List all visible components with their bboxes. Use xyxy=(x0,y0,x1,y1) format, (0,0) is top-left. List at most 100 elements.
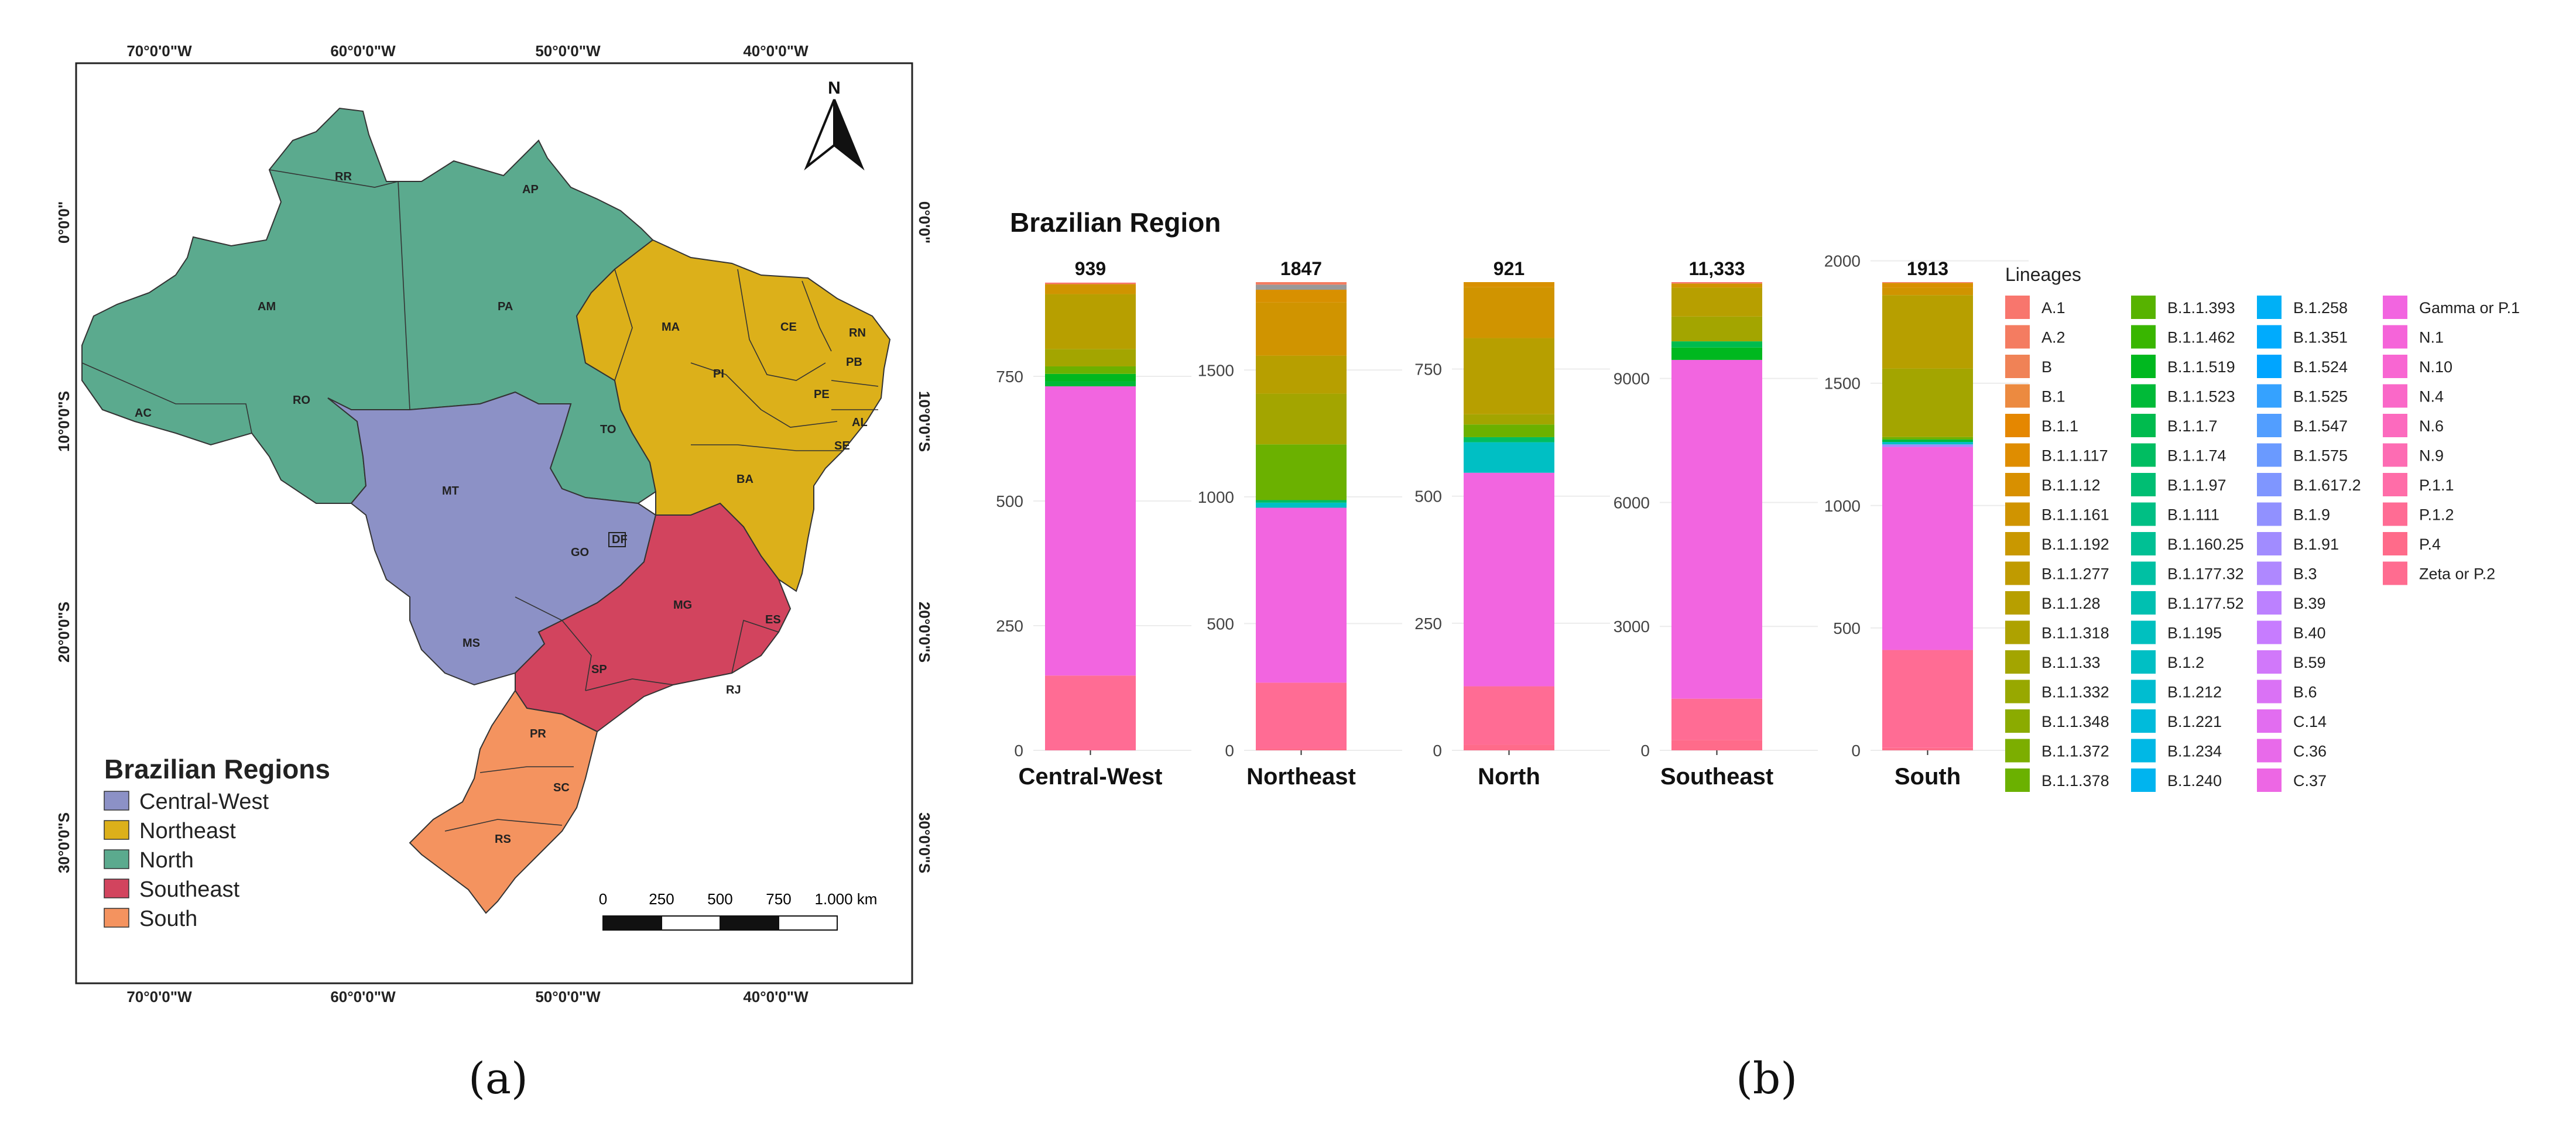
legend-label: C.36 xyxy=(2293,743,2327,760)
legend-item: N.6 xyxy=(2383,414,2444,437)
coord-labels-bottom: 70°0'0"W 60°0'0"W 50°0'0"W 40°0'0"W xyxy=(126,988,809,1006)
legend-swatch xyxy=(2257,768,2282,792)
legend-swatch xyxy=(2005,384,2030,408)
bar-segment-P.1 xyxy=(1464,472,1554,687)
bar-segment-B.1.2 xyxy=(1256,502,1347,508)
legend-label: B.1.221 xyxy=(2167,713,2222,730)
legend-label: B.1.177.52 xyxy=(2167,595,2244,612)
coord-bottom-2: 50°0'0"W xyxy=(535,988,601,1006)
bar-segment-P.4 xyxy=(1256,748,1347,750)
bar-segment-B.1.1.378 xyxy=(1464,424,1554,437)
legend-label: N.6 xyxy=(2419,417,2444,435)
legend-item: B.1.1.192 xyxy=(2005,532,2109,555)
state-label: PI xyxy=(713,368,724,380)
legend-swatch xyxy=(2131,414,2156,437)
legend-swatch xyxy=(2257,473,2282,496)
coord-top-2: 50°0'0"W xyxy=(535,42,601,60)
y-tick-label: 0 xyxy=(1851,742,1861,760)
legend-label: B.1.240 xyxy=(2167,772,2222,790)
state-label: GO xyxy=(571,546,589,559)
bar-segment-B.1.1.161 xyxy=(1882,287,1973,296)
legend-swatch xyxy=(2005,473,2030,496)
legend-swatch xyxy=(2131,739,2156,763)
legend-swatch xyxy=(2131,650,2156,674)
legend-swatch xyxy=(2257,591,2282,615)
bar-segment-P.4 xyxy=(1882,747,1973,750)
legend-label: B.1.91 xyxy=(2293,536,2339,553)
legend-item: B.1.1.33 xyxy=(2005,650,2101,674)
legend-swatch xyxy=(2383,561,2407,585)
legend-label: B.1.525 xyxy=(2293,388,2348,406)
legend-swatch xyxy=(2131,591,2156,615)
legend-label: B.1.547 xyxy=(2293,417,2348,435)
y-tick-label: 500 xyxy=(996,492,1023,510)
y-tick-label: 0 xyxy=(1433,742,1442,760)
coord-right-3: 30°0'0"S xyxy=(916,812,933,873)
legend-item: B.1.221 xyxy=(2131,709,2222,733)
legend-swatch xyxy=(2257,532,2282,555)
legend-label: B.1.1.523 xyxy=(2167,388,2235,406)
legend-label: B.1.195 xyxy=(2167,625,2222,642)
bar-total-label: 1913 xyxy=(1907,258,1948,279)
legend-item: B.1.2 xyxy=(2131,650,2204,674)
y-tick-label: 9000 xyxy=(1614,370,1650,388)
legend-item: B.1.1.523 xyxy=(2131,384,2235,408)
legend-item: B.1.91 xyxy=(2257,532,2339,555)
bar-segment-B.1.1.161 xyxy=(1464,287,1554,338)
map-legend-title: Brazilian Regions xyxy=(104,754,330,784)
state-labels: RR AP AM PA MA CE RN PB PI PE AL SE AC R… xyxy=(135,170,868,846)
brazil-map-panel: 70°0'0"W 60°0'0"W 50°0'0"W 40°0'0"W 70°0… xyxy=(0,0,960,1146)
legend-label: B.1.1.378 xyxy=(2041,772,2109,790)
legend-item: B.1.1.318 xyxy=(2005,620,2109,644)
bar-segment-P.1.2 xyxy=(1882,650,1973,748)
bar-total-label: 11,333 xyxy=(1688,258,1745,279)
legend-swatch xyxy=(2131,680,2156,704)
state-label: PR xyxy=(530,728,546,740)
y-tick-label: 250 xyxy=(1414,615,1442,633)
legend-item: B.1.1.393 xyxy=(2131,296,2235,319)
legend-swatch xyxy=(2005,325,2030,349)
state-label: PA xyxy=(498,300,513,313)
legend-swatch xyxy=(2005,414,2030,437)
bar-segment-B.1.1.161 xyxy=(1045,284,1136,294)
state-label: SC xyxy=(553,781,570,794)
legend-swatch xyxy=(2383,532,2407,555)
state-label: PE xyxy=(814,388,830,401)
legend-item: A.2 xyxy=(2005,325,2065,349)
chart-facets: 0 250 500 750 939 Central-West 0 500 1000 1500 184… xyxy=(996,252,2029,790)
legend-item: Zeta or P.2 xyxy=(2383,561,2495,585)
bar-segment-B.1.91 xyxy=(1882,444,1973,447)
chart-title: Brazilian Region xyxy=(1010,207,1221,238)
state-label: RR xyxy=(335,170,352,183)
state-label: MA xyxy=(662,321,680,334)
coord-bottom-3: 40°0'0"W xyxy=(743,988,809,1006)
facet-southeast: 0 3000 6000 9000 11,333 Southeast xyxy=(1614,258,1818,790)
legend-swatch xyxy=(2383,355,2407,378)
coord-labels-left: 0°0'0" 10°0'0"S 20°0'0"S 30°0'0"S xyxy=(55,201,73,873)
legend-label: P.1.2 xyxy=(2419,506,2454,524)
y-tick-label: 500 xyxy=(1833,619,1861,637)
legend-item-south: South xyxy=(104,907,197,931)
y-tick-label: 6000 xyxy=(1614,493,1650,512)
legend-swatch xyxy=(2005,355,2030,378)
y-tick-label: 0 xyxy=(1640,742,1650,760)
facet-north: 0 250 500 750 921 North xyxy=(1414,258,1610,790)
legend-swatch xyxy=(2257,443,2282,467)
caption-b: (b) xyxy=(1736,1054,1798,1104)
legend-item: P.1.2 xyxy=(2383,502,2454,526)
bar-segment-P.1 xyxy=(1256,507,1347,683)
legend-label: B.6 xyxy=(2293,684,2317,701)
coord-right-2: 20°0'0"S xyxy=(916,602,933,663)
legend-swatch xyxy=(2005,650,2030,674)
coord-top-3: 40°0'0"W xyxy=(743,42,809,60)
bar-segment-B.1.1.33 xyxy=(1671,316,1762,342)
bar-segment-A.1 xyxy=(1882,282,1973,283)
legend-label: B.1.524 xyxy=(2293,358,2348,376)
legend-swatch xyxy=(2131,561,2156,585)
legend-swatch xyxy=(2257,680,2282,704)
y-tick-label: 250 xyxy=(996,617,1023,635)
bar-segment-B.1.2 xyxy=(1882,442,1973,445)
legend-label: N.1 xyxy=(2419,329,2444,346)
legend-label: B.1.575 xyxy=(2293,447,2348,465)
scale-label: 750 xyxy=(766,890,791,908)
